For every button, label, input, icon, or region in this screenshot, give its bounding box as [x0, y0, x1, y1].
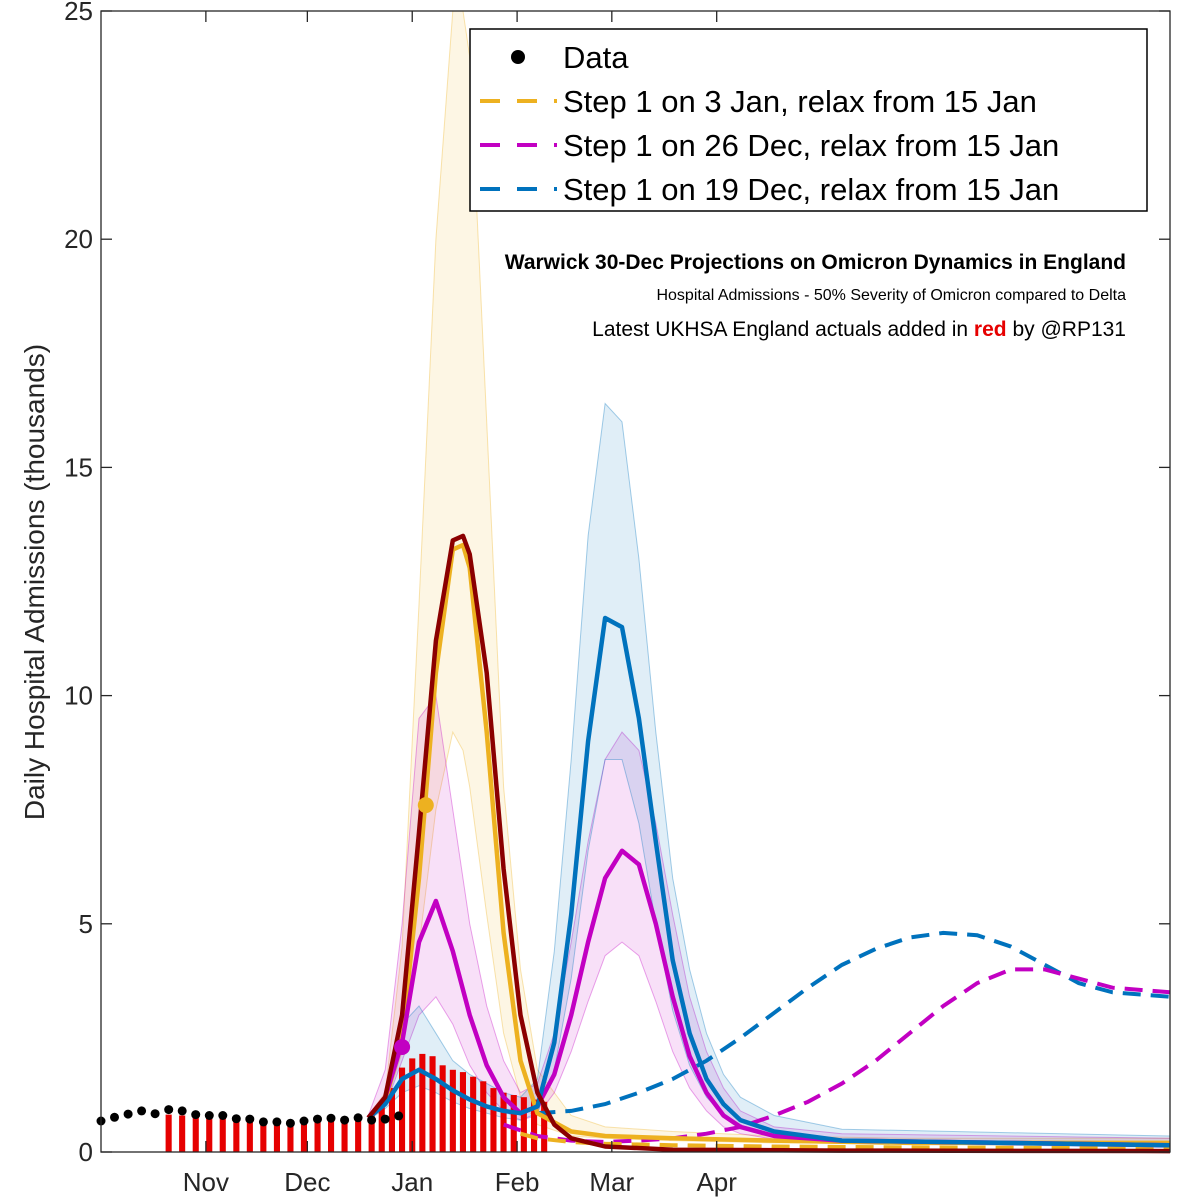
data-point	[164, 1105, 174, 1115]
actual-bar	[480, 1081, 487, 1152]
actual-bar	[192, 1116, 199, 1152]
axes: 0 5 10 15 20 25 Nov Dec Jan Feb Mar Apr	[64, 0, 1171, 1197]
series-line-3	[366, 533, 1171, 1154]
data-point	[394, 1111, 404, 1121]
actual-bar	[287, 1122, 294, 1152]
x-tick-label: Apr	[696, 1167, 737, 1197]
actual-bar	[429, 1056, 436, 1152]
x-tick-label: Mar	[589, 1167, 634, 1197]
data-point	[285, 1118, 295, 1128]
y-tick-label: 15	[64, 452, 93, 482]
actual-bar	[399, 1067, 406, 1152]
data-point	[272, 1117, 282, 1127]
legend: Data Step 1 on 3 Jan, relax from 15 Jan St…	[469, 28, 1148, 212]
actual-bar	[409, 1058, 416, 1152]
data-point	[123, 1109, 133, 1119]
data-point	[367, 1115, 377, 1125]
data-point	[150, 1109, 160, 1119]
y-tick-label: 25	[64, 0, 93, 26]
x-tick-label: Nov	[183, 1167, 229, 1197]
data-point	[258, 1117, 268, 1127]
data-point	[204, 1111, 214, 1120]
legend-label: Step 1 on 26 Dec, relax from 15 Jan	[563, 128, 1059, 163]
projection-lines	[366, 533, 1171, 1154]
chart-credit: Latest UKHSA England actuals added in re…	[592, 318, 1126, 341]
data-point	[380, 1114, 390, 1124]
actual-bar	[449, 1069, 456, 1152]
data-point	[299, 1116, 309, 1126]
actual-bar	[490, 1088, 497, 1152]
actual-bar	[439, 1065, 446, 1152]
actual-bar	[206, 1117, 213, 1152]
actual-bar	[233, 1119, 240, 1152]
actual-bar	[219, 1118, 226, 1152]
annotations: Warwick 30-Dec Projections on Omicron Dy…	[505, 251, 1126, 341]
credit-after: by @RP131	[1007, 318, 1126, 341]
actual-bar	[459, 1072, 466, 1152]
legend-marker	[511, 50, 525, 64]
actual-bar	[419, 1053, 426, 1152]
actual-bar	[500, 1092, 507, 1152]
actual-bar	[260, 1121, 267, 1152]
actual-bar	[165, 1114, 172, 1152]
data-point	[326, 1113, 336, 1123]
y-tick-label: 0	[79, 1137, 93, 1167]
actual-bar	[179, 1115, 186, 1152]
data-point	[110, 1112, 119, 1122]
actual-bar	[273, 1121, 280, 1152]
actual-bar	[355, 1117, 362, 1152]
actual-bar	[328, 1119, 335, 1152]
actual-bar	[300, 1121, 307, 1152]
dashed-line-1	[502, 967, 1171, 1145]
x-tick-label: Jan	[391, 1167, 433, 1197]
axes-frame	[100, 10, 1171, 1153]
actuals-bars	[165, 1053, 548, 1152]
legend-label: Step 1 on 19 Dec, relax from 15 Jan	[563, 172, 1059, 207]
data-point	[340, 1115, 350, 1125]
marker-point	[394, 1039, 411, 1055]
actual-bar	[541, 1101, 548, 1152]
data-point	[313, 1114, 322, 1124]
data-point	[137, 1106, 147, 1116]
legend-box	[469, 28, 1148, 212]
actual-bar	[510, 1095, 517, 1152]
credit-before: Latest UKHSA England actuals added in	[592, 318, 974, 341]
series-line-1	[366, 848, 1171, 1148]
legend-label: Step 1 on 3 Jan, relax from 15 Jan	[563, 84, 1037, 119]
chart-title: Warwick 30-Dec Projections on Omicron Dy…	[505, 251, 1126, 274]
dashed-line-0	[537, 930, 1171, 1116]
y-axis-title: Daily Hospital Admissions (thousands)	[19, 344, 50, 820]
data-point	[218, 1111, 228, 1120]
data-points	[96, 797, 434, 1128]
chart-subtitle: Hospital Admissions - 50% Severity of Om…	[656, 287, 1126, 304]
actual-bar	[470, 1076, 477, 1152]
data-point	[177, 1106, 187, 1116]
actual-bar	[314, 1120, 321, 1152]
actual-bar	[531, 1099, 538, 1152]
dashed-line-2	[519, 1131, 1171, 1151]
credit-highlight: red	[974, 318, 1007, 341]
y-tick-label: 5	[79, 909, 93, 939]
actual-bar	[378, 1104, 385, 1152]
actual-bar	[246, 1120, 253, 1152]
series-line-0	[366, 542, 1170, 1146]
data-point	[245, 1114, 255, 1124]
series-line-2	[366, 615, 1171, 1148]
y-tick-label: 20	[64, 224, 93, 254]
legend-label: Data	[563, 40, 629, 75]
marker-point	[417, 797, 434, 814]
y-tick-label: 10	[64, 681, 93, 711]
actual-bar	[388, 1088, 395, 1152]
actual-bar	[341, 1119, 348, 1152]
data-point	[353, 1113, 363, 1123]
actual-bar	[368, 1114, 375, 1152]
x-tick-label: Feb	[495, 1167, 540, 1197]
actual-bar	[520, 1097, 527, 1152]
data-point	[231, 1114, 241, 1124]
x-tick-label: Dec	[284, 1167, 330, 1197]
data-point	[191, 1110, 201, 1120]
